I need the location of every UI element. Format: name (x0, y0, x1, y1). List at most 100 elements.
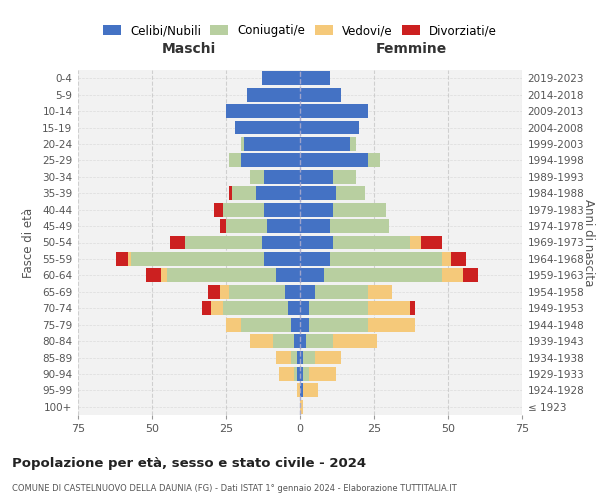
Bar (300, 137, 350, 151)
Bar (451, 252, 466, 266)
Bar (332, 170, 356, 184)
Bar (294, 334, 300, 348)
Bar (220, 285, 229, 299)
Legend: Celibi/Nubili, Coniugati/e, Vedovi/e, Divorziati/e: Celibi/Nubili, Coniugati/e, Vedovi/e, Di… (99, 20, 501, 41)
Bar (410, 301, 415, 315)
Bar (463, 268, 478, 282)
Bar (309, 301, 368, 315)
Bar (265, 170, 300, 184)
Bar (300, 219, 329, 233)
Bar (329, 252, 442, 266)
Bar (300, 384, 303, 398)
Bar (211, 301, 223, 315)
Bar (265, 252, 300, 266)
Bar (277, 268, 300, 282)
Bar (297, 384, 300, 398)
Bar (288, 301, 300, 315)
Bar (146, 268, 161, 282)
Bar (300, 154, 368, 168)
Bar (208, 285, 220, 299)
Bar (368, 318, 415, 332)
Bar (300, 400, 303, 414)
Bar (368, 285, 392, 299)
Bar (300, 170, 332, 184)
Bar (329, 219, 389, 233)
Bar (277, 350, 291, 364)
Bar (350, 137, 356, 151)
Bar (300, 301, 309, 315)
Bar (294, 367, 297, 381)
Bar (300, 104, 368, 118)
Bar (300, 318, 309, 332)
Bar (250, 334, 274, 348)
Bar (300, 202, 332, 216)
Bar (303, 384, 318, 398)
Bar (265, 202, 300, 216)
Text: Maschi: Maschi (162, 42, 216, 56)
Bar (300, 350, 303, 364)
Bar (247, 88, 300, 102)
Bar (229, 186, 232, 200)
Bar (323, 268, 442, 282)
Bar (241, 318, 291, 332)
Bar (244, 137, 300, 151)
Bar (332, 334, 377, 348)
Bar (300, 71, 329, 85)
Bar (332, 236, 410, 250)
Bar (291, 350, 297, 364)
Bar (220, 219, 226, 233)
Bar (332, 202, 386, 216)
Bar (368, 301, 410, 315)
Bar (297, 367, 300, 381)
Bar (202, 301, 211, 315)
Bar (315, 350, 341, 364)
Bar (167, 268, 277, 282)
Bar (223, 301, 288, 315)
Bar (297, 350, 300, 364)
Bar (241, 137, 244, 151)
Bar (300, 334, 306, 348)
Bar (410, 236, 421, 250)
Bar (170, 236, 185, 250)
Bar (250, 170, 265, 184)
Bar (274, 334, 294, 348)
Bar (232, 186, 256, 200)
Bar (235, 120, 300, 134)
Bar (315, 285, 368, 299)
Text: COMUNE DI CASTELNUOVO DELLA DAUNIA (FG) - Dati ISTAT 1° gennaio 2024 - Elaborazi: COMUNE DI CASTELNUOVO DELLA DAUNIA (FG) … (12, 484, 457, 493)
Bar (335, 186, 365, 200)
Y-axis label: Anni di nascita: Anni di nascita (583, 199, 595, 286)
Bar (300, 252, 329, 266)
Bar (421, 236, 442, 250)
Bar (116, 252, 128, 266)
Bar (128, 252, 131, 266)
Bar (285, 285, 300, 299)
Bar (309, 367, 335, 381)
Bar (442, 268, 463, 282)
Bar (214, 202, 223, 216)
Bar (300, 236, 332, 250)
Y-axis label: Fasce di età: Fasce di età (22, 208, 35, 278)
Bar (291, 318, 300, 332)
Bar (185, 236, 262, 250)
Bar (229, 154, 241, 168)
Bar (300, 88, 341, 102)
Bar (256, 186, 300, 200)
Bar (229, 285, 285, 299)
Bar (262, 236, 300, 250)
Bar (300, 120, 359, 134)
Bar (223, 202, 265, 216)
Bar (226, 104, 300, 118)
Bar (300, 186, 335, 200)
Bar (300, 268, 323, 282)
Bar (300, 285, 315, 299)
Bar (268, 219, 300, 233)
Bar (161, 268, 167, 282)
Bar (300, 367, 303, 381)
Text: Popolazione per età, sesso e stato civile - 2024: Popolazione per età, sesso e stato civil… (12, 458, 366, 470)
Bar (279, 367, 294, 381)
Bar (226, 318, 241, 332)
Bar (262, 71, 300, 85)
Bar (131, 252, 265, 266)
Bar (309, 318, 368, 332)
